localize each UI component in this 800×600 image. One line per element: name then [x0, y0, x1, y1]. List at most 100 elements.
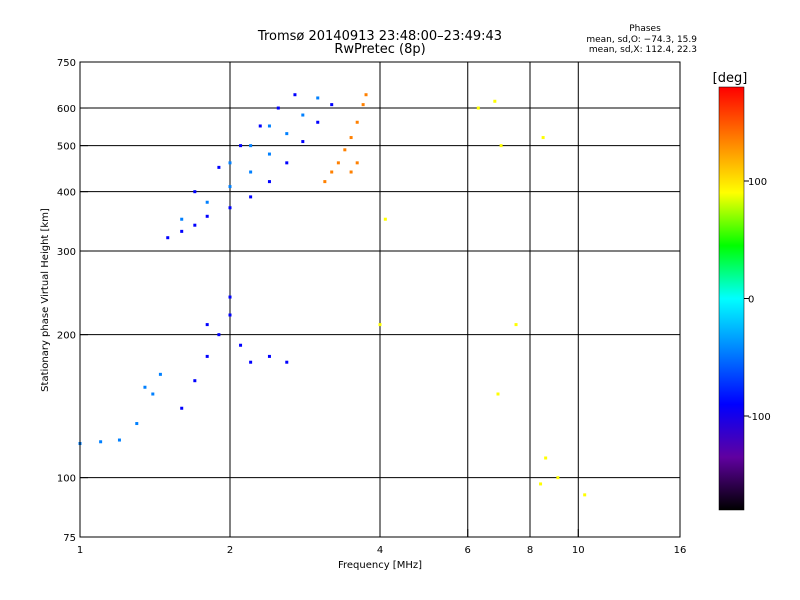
x-tick-label: 6	[465, 545, 471, 556]
data-point	[364, 93, 368, 97]
y-axis-label: Stationary phase Virtual Height [km]	[40, 208, 51, 392]
data-point	[336, 161, 340, 165]
data-point	[355, 161, 359, 165]
data-point	[228, 313, 232, 317]
y-tick-label: 750	[57, 58, 76, 69]
axis-tick-labels: 1 2 4 6 8 10 16 75 100 200 300 400 500 600 750	[57, 58, 686, 556]
legend-line-o: mean, sd,O: −74.3, 15.9	[586, 35, 697, 45]
y-tick-label: 300	[57, 247, 76, 258]
data-point	[349, 170, 353, 174]
data-point	[285, 161, 289, 165]
x-axis-label: Frequency [MHz]	[338, 560, 422, 571]
data-point	[205, 200, 209, 204]
data-point	[249, 144, 253, 148]
data-point	[285, 132, 289, 136]
data-point	[239, 343, 243, 347]
data-point	[285, 360, 289, 364]
data-point	[267, 180, 271, 184]
data-point	[539, 482, 543, 486]
data-point	[323, 180, 327, 184]
data-point	[493, 99, 497, 103]
data-point	[180, 217, 184, 221]
y-tick-label: 75	[63, 533, 76, 544]
x-tick-label: 8	[527, 545, 533, 556]
colorbar-tick-label: 100	[748, 177, 767, 188]
data-point	[343, 148, 347, 152]
data-point	[514, 323, 518, 327]
data-point	[193, 190, 197, 194]
data-point	[193, 223, 197, 227]
data-point	[205, 354, 209, 358]
y-tick-label: 500	[57, 142, 76, 153]
data-point	[158, 372, 162, 376]
grid-lines	[80, 62, 680, 537]
x-tick-label: 4	[377, 545, 383, 556]
colorbar-label: [deg]	[713, 71, 748, 86]
data-point	[151, 392, 155, 396]
x-tick-label: 2	[227, 545, 233, 556]
y-tick-label: 200	[57, 331, 76, 342]
y-tick-label: 100	[57, 474, 76, 485]
data-point	[249, 195, 253, 199]
x-tick-label: 1	[77, 545, 83, 556]
chart-title: Tromsø 20140913 23:48:00–23:49:43	[257, 29, 502, 44]
data-points	[78, 93, 587, 497]
data-point	[217, 333, 221, 337]
x-tick-label: 16	[674, 545, 687, 556]
data-point	[249, 360, 253, 364]
data-point	[228, 295, 232, 299]
y-tick-label: 400	[57, 188, 76, 199]
data-point	[267, 124, 271, 128]
data-point	[205, 323, 209, 327]
x-tick-label: 10	[572, 545, 585, 556]
data-point	[544, 456, 548, 460]
data-point	[217, 165, 221, 169]
data-point	[267, 152, 271, 156]
data-point	[301, 140, 305, 144]
data-point	[99, 440, 103, 444]
data-point	[180, 229, 184, 233]
data-point	[205, 214, 209, 218]
data-point	[135, 422, 139, 426]
data-point	[541, 136, 545, 140]
data-point	[476, 106, 480, 110]
colorbar	[718, 86, 745, 511]
colorbar-tick-label: 0	[748, 295, 754, 306]
data-point	[166, 236, 170, 240]
data-point	[228, 185, 232, 189]
data-point	[117, 438, 121, 442]
data-point	[293, 93, 297, 97]
chart-subtitle: RwPretec (8p)	[334, 42, 425, 57]
data-point	[330, 103, 334, 107]
colorbar-tick-label: -100	[748, 412, 771, 423]
data-point	[496, 392, 500, 396]
data-point	[361, 103, 365, 107]
legend-heading: Phases	[629, 24, 661, 34]
data-point	[249, 170, 253, 174]
data-point	[239, 144, 243, 148]
data-point	[583, 493, 587, 497]
legend-line-x: mean, sd,X: 112.4, 22.3	[589, 45, 697, 55]
colorbar-ticks: 100 0 -100	[744, 177, 771, 423]
data-point	[258, 124, 262, 128]
data-point	[499, 144, 503, 148]
data-point	[316, 120, 320, 124]
data-point	[228, 206, 232, 210]
data-point	[316, 96, 320, 100]
axis-ticks	[79, 61, 681, 538]
data-point	[228, 161, 232, 165]
data-point	[330, 170, 334, 174]
data-point	[355, 120, 359, 124]
data-point	[276, 106, 280, 110]
data-point	[143, 385, 147, 389]
data-point	[378, 323, 382, 327]
data-point	[301, 113, 305, 117]
data-point	[180, 406, 184, 410]
data-point	[267, 354, 271, 358]
data-point	[193, 379, 197, 383]
data-point	[383, 217, 387, 221]
y-tick-label: 600	[57, 104, 76, 115]
data-point	[556, 476, 560, 480]
data-point	[349, 136, 353, 140]
